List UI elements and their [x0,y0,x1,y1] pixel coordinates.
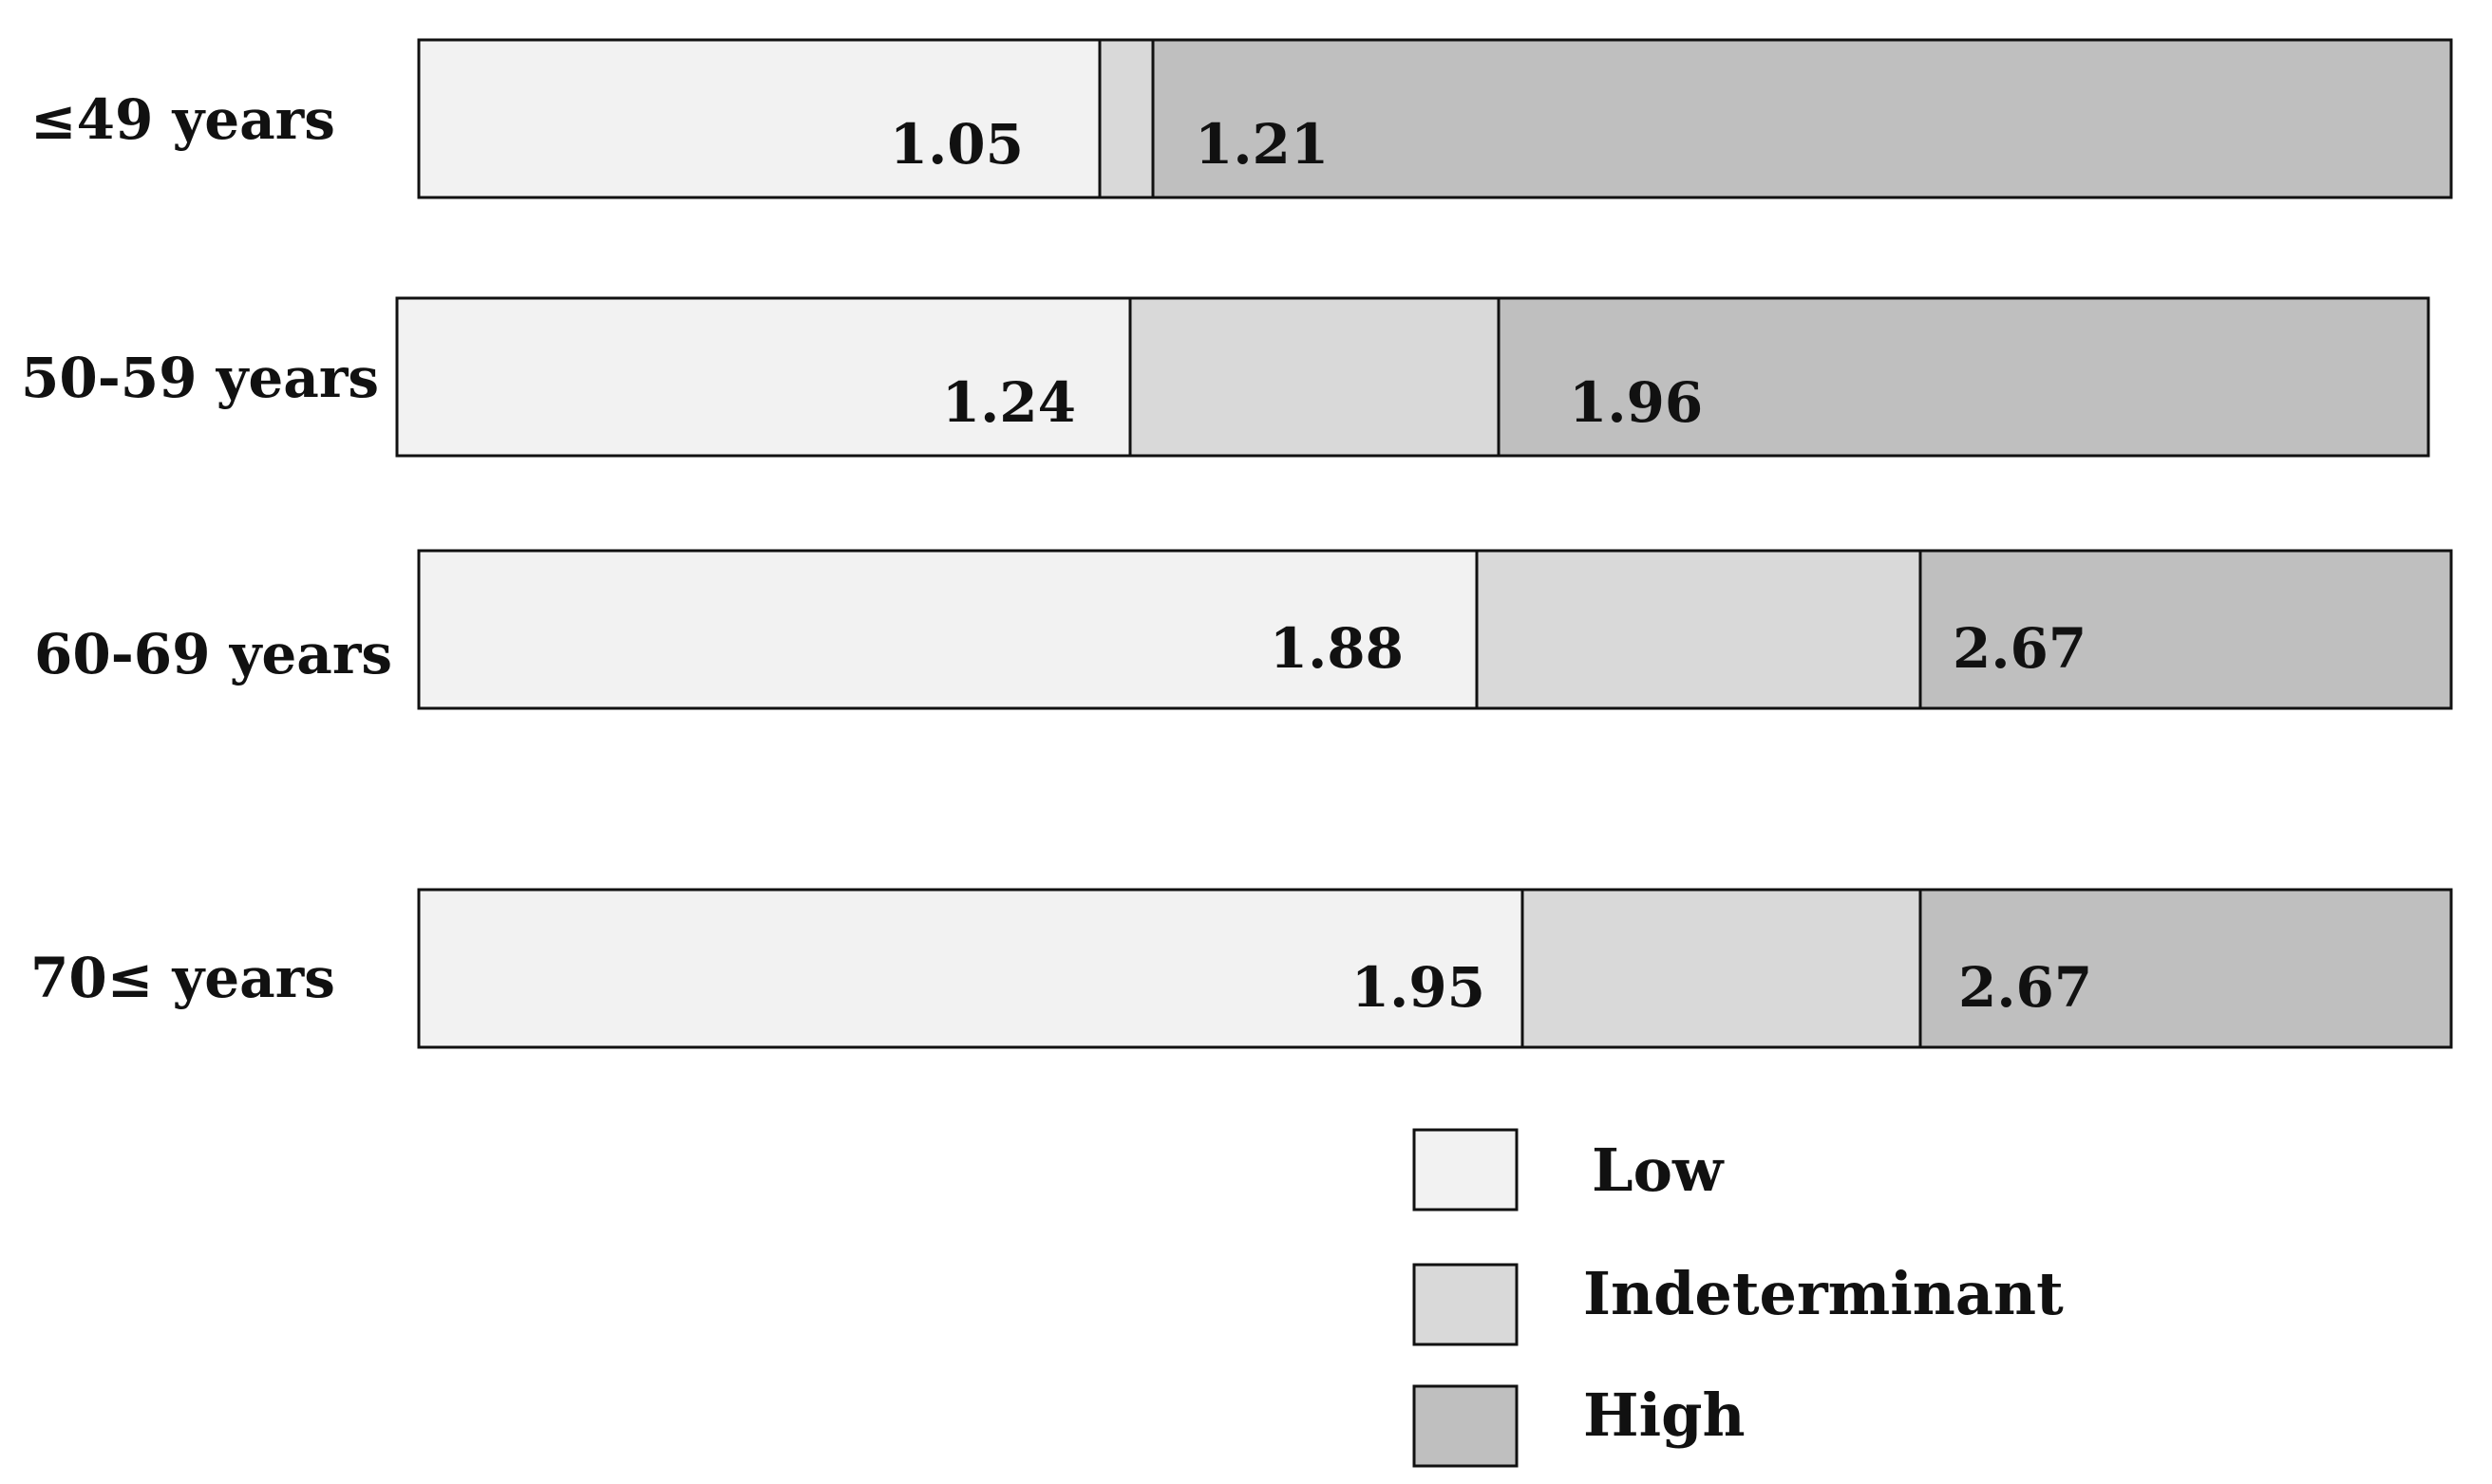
legend-swatch [1412,1384,1519,1468]
bar-row: 60-69 years 1.88 2.67 [34,549,2453,710]
bar-segment-indeterminant [1098,38,1155,199]
bar-row: 50-59 years 1.24 1.96 [21,296,2430,458]
legend-label: High [1583,1381,1746,1450]
legend-item: High [1412,1381,1746,1468]
category-label: 70≤ years [30,946,335,1010]
bar-segment-indeterminant [1128,296,1501,458]
bar-segment-indeterminant [1475,549,1922,710]
bar-segment-indeterminant [1520,888,1922,1049]
category-label: ≤49 years [30,87,335,152]
cutoff-label-upper: 1.21 [1195,112,1329,177]
chart-rows: ≤49 years 1.05 1.21 50-59 years 1.24 1.96 60-6… [21,38,2453,1049]
cutoff-label-lower: 1.24 [942,370,1076,435]
category-label: 60-69 years [34,622,392,686]
legend-swatch [1412,1128,1519,1212]
bar-row: 70≤ years 1.95 2.67 [30,888,2453,1049]
legend-item: Indeterminant [1412,1259,2064,1346]
cutoff-label-lower: 1.88 [1270,616,1404,681]
bar-segment-low [395,296,1132,458]
bar-segment-low [417,549,1479,710]
bar-segment-high [1918,888,2453,1049]
bar-row: ≤49 years 1.05 1.21 [30,38,2453,199]
bar-segment-high [1151,38,2453,199]
legend-label: Indeterminant [1583,1259,2064,1328]
cutoff-label-upper: 2.67 [1958,955,2092,1020]
category-label: 50-59 years [21,346,379,410]
legend-item: Low [1412,1128,1725,1212]
cutoff-label-upper: 1.96 [1569,370,1703,435]
legend-swatch [1412,1263,1519,1346]
bar-segment-high [1497,296,2430,458]
legend: Low Indeterminant High [1412,1128,2064,1468]
cutoff-label-lower: 1.95 [1351,955,1485,1020]
bar-segment-low [417,888,1524,1049]
bar-segment-low [417,38,1102,199]
bar-segment-high [1918,549,2453,710]
cutoff-label-upper: 2.67 [1953,616,2086,681]
legend-label: Low [1592,1136,1725,1205]
cutoff-label-lower: 1.05 [890,112,1024,177]
